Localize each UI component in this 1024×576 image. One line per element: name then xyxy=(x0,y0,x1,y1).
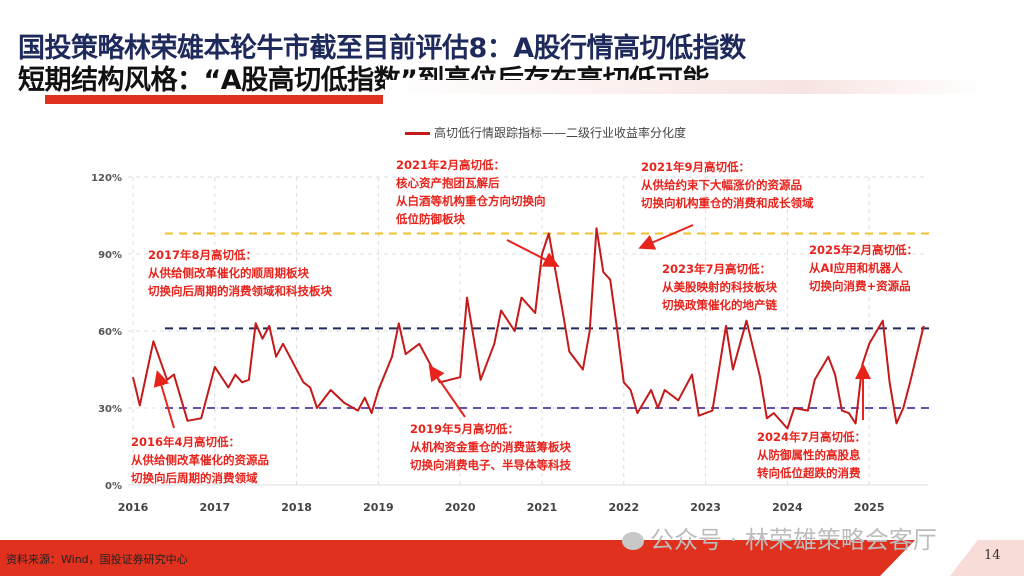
annotation-line: 从白酒等机构重仓方向切换向 xyxy=(396,194,546,208)
x-tick-label: 2024 xyxy=(772,501,803,514)
annotation-line: 2025年2月高切低： xyxy=(809,243,919,257)
source-note: 资料来源：Wind，国投证券研究中心 xyxy=(6,553,188,566)
x-tick-label: 2019 xyxy=(363,501,394,514)
annotation-line: 从机构资金重仓的消费蓝筹板块 xyxy=(410,440,571,454)
footer-bar xyxy=(0,540,1024,576)
page-number: 14 xyxy=(984,548,1001,563)
chart-annotation: 2017年8月高切低： 从供给侧改革催化的顺周期板块切换向后周期的消费领域和科技板… xyxy=(148,246,332,300)
y-tick-label: 30% xyxy=(98,404,122,415)
annotation-line: 切换向后周期的消费领域和科技板块 xyxy=(148,284,332,298)
title-underline xyxy=(45,95,383,104)
y-tick-label: 60% xyxy=(98,327,122,338)
chart-annotation: 2021年9月高切低： 从供给约束下大幅涨价的资源品 切换向机构重仓的消费和成长领域 xyxy=(641,158,814,212)
x-tick-label: 2017 xyxy=(199,501,230,514)
x-tick-label: 2018 xyxy=(281,501,312,514)
annotation-line: 低位防御板块 xyxy=(396,212,465,226)
annotation-arrow xyxy=(506,239,560,267)
x-tick-label: 2016 xyxy=(118,501,149,514)
chart-annotation: 2024年7月高切低： 从防御属性的高股息 转向低位超跌的消费 xyxy=(757,428,866,482)
annotation-arrow xyxy=(428,364,466,418)
x-tick-label: 2023 xyxy=(690,501,721,514)
annotation-line: 2019年5月高切低： xyxy=(410,422,520,436)
annotation-line: 从供给约束下大幅涨价的资源品 xyxy=(641,178,802,192)
annotation-line: 2021年2月高切低： xyxy=(396,158,506,172)
annotation-line: 从供给侧改革催化的顺周期板块 xyxy=(148,266,309,280)
y-tick-label: 90% xyxy=(98,250,122,261)
annotation-line: 2017年8月高切低： xyxy=(148,248,258,262)
legend-swatch xyxy=(405,132,430,135)
title-fade-decoration xyxy=(385,80,985,94)
chart-legend: 高切低行情跟踪指标——二级行业收益率分化度 xyxy=(405,124,686,141)
annotation-line: 转向低位超跌的消费 xyxy=(757,466,861,480)
annotation-line: 2016年4月高切低： xyxy=(131,435,241,449)
x-tick-label: 2022 xyxy=(608,501,639,514)
x-tick-label: 2025 xyxy=(854,501,885,514)
annotation-line: 切换向消费电子、半导体等科技 xyxy=(410,458,571,472)
x-tick-label: 2021 xyxy=(527,501,558,514)
annotation-line: 从防御属性的高股息 xyxy=(757,448,861,462)
chart-annotation: 2023年7月高切低： 从美股映射的科技板块 切换政策催化的地产链 xyxy=(662,260,777,314)
annotation-line: 从供给侧改革催化的资源品 xyxy=(131,453,269,467)
annotation-line: 从美股映射的科技板块 xyxy=(662,280,777,294)
chart-annotation: 2025年2月高切低： 从AI应用和机器人 切换向消费+资源品 xyxy=(809,241,918,295)
legend-label: 高切低行情跟踪指标——二级行业收益率分化度 xyxy=(434,126,687,140)
chart-annotation: 2019年5月高切低： 从机构资金重仓的消费蓝筹板块 切换向消费电子、半导体等科技 xyxy=(410,420,571,474)
annotation-line: 切换政策催化的地产链 xyxy=(662,298,777,312)
wechat-icon xyxy=(622,532,644,550)
chart-annotation: 2016年4月高切低： 从供给侧改革催化的资源品 切换向后周期的消费领域 xyxy=(131,433,269,487)
annotation-line: 2023年7月高切低： xyxy=(662,262,772,276)
watermark-text: 公众号 · 林荣雄策略会客厅 xyxy=(650,526,937,554)
annotation-arrow xyxy=(153,370,175,429)
watermark: 公众号 · 林荣雄策略会客厅 xyxy=(622,520,937,555)
y-tick-label: 120% xyxy=(91,173,122,184)
x-tick-label: 2020 xyxy=(445,501,476,514)
chart-annotation: 2021年2月高切低： 核心资产抱团瓦解后从白酒等机构重仓方向切换向 低位防御板块 xyxy=(396,156,546,228)
annotation-line: 切换向后周期的消费领域 xyxy=(131,471,258,485)
annotation-line: 从AI应用和机器人 xyxy=(809,261,903,275)
annotation-line: 2024年7月高切低： xyxy=(757,430,867,444)
annotation-line: 核心资产抱团瓦解后 xyxy=(396,176,500,190)
annotation-line: 切换向消费+资源品 xyxy=(809,279,911,293)
annotation-arrow xyxy=(638,224,694,250)
series-line xyxy=(132,227,925,430)
annotation-line: 2021年9月高切低： xyxy=(641,160,751,174)
title-line-1: 国投策略林荣雄本轮牛市截至目前评估8：A股行情高切低指数 xyxy=(18,33,746,64)
annotation-line: 切换向机构重仓的消费和成长领域 xyxy=(641,196,814,210)
y-tick-label: 0% xyxy=(105,481,122,492)
